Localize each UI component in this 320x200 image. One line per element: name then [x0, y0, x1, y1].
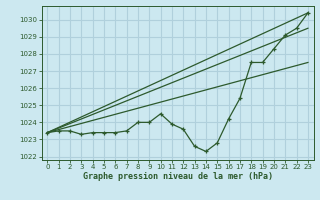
X-axis label: Graphe pression niveau de la mer (hPa): Graphe pression niveau de la mer (hPa): [83, 172, 273, 181]
